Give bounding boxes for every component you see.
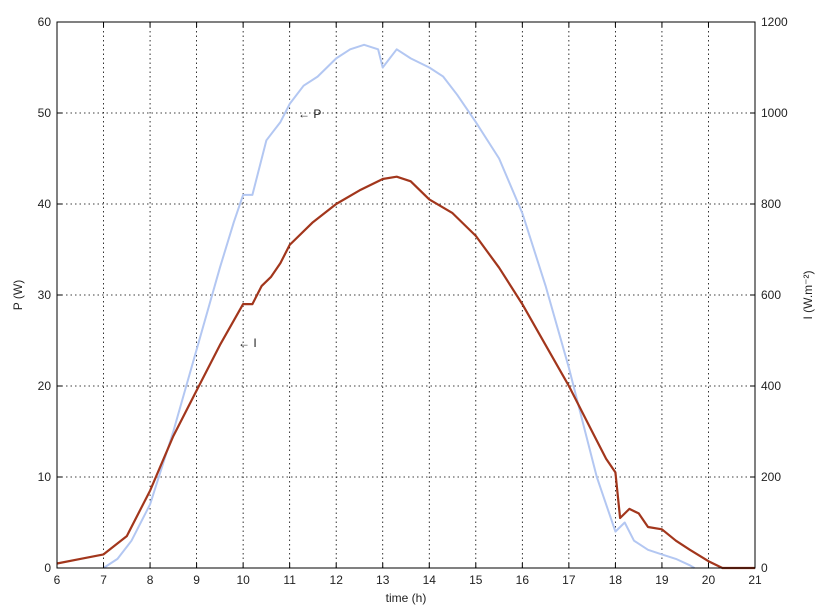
left-y-tick-label: 20: [38, 379, 52, 393]
left-y-tick-label: 10: [38, 470, 52, 484]
left-y-tick-label: 60: [38, 15, 52, 29]
x-tick-label: 18: [609, 573, 623, 587]
x-tick-label: 20: [702, 573, 716, 587]
annotation-i: ← I: [238, 336, 257, 350]
left-y-axis-label: P (W): [11, 280, 25, 310]
series-line-p: [102, 43, 696, 569]
right-y-axis-ticks: 0 200 400 600 800 1000 1200: [750, 15, 788, 575]
right-y-tick-label: 1000: [761, 106, 788, 120]
x-tick-label: 16: [516, 573, 530, 587]
x-tick-label: 21: [748, 573, 762, 587]
x-tick-label: 13: [376, 573, 390, 587]
x-tick-label: 8: [147, 573, 154, 587]
right-y-tick-label: 1200: [761, 15, 788, 29]
x-tick-label: 9: [193, 573, 200, 587]
x-tick-label: 19: [655, 573, 669, 587]
right-y-tick-label: 200: [761, 470, 781, 484]
x-axis-label: time (h): [386, 591, 427, 605]
x-tick-label: 14: [423, 573, 437, 587]
series-line-i: [56, 175, 755, 570]
right-y-tick-label: 800: [761, 197, 781, 211]
left-y-tick-label: 30: [38, 288, 52, 302]
left-y-tick-label: 0: [44, 561, 51, 575]
series-layer: [56, 43, 755, 570]
x-tick-label: 10: [236, 573, 250, 587]
x-tick-label: 15: [469, 573, 483, 587]
x-tick-label: 6: [54, 573, 61, 587]
left-y-axis-ticks: 0 10 20 30 40 50 60: [38, 15, 62, 575]
annotation-p: ← P: [298, 107, 321, 121]
x-tick-label: 17: [562, 573, 576, 587]
x-axis-ticks: 6 7 8 9 10 11 12 13 14 15 16 17 18 19 20 21: [54, 22, 762, 587]
grid: [57, 22, 755, 568]
x-tick-label: 12: [330, 573, 344, 587]
x-tick-label: 7: [100, 573, 107, 587]
right-y-tick-label: 400: [761, 379, 781, 393]
right-y-tick-label: 600: [761, 288, 781, 302]
left-y-tick-label: 40: [38, 197, 52, 211]
right-y-axis-label: I (W.m⁻²): [801, 271, 815, 320]
right-y-tick-label: 0: [761, 561, 768, 575]
x-tick-label: 11: [283, 573, 296, 587]
left-y-tick-label: 50: [38, 106, 52, 120]
annotations: ← P ← I: [238, 107, 321, 350]
